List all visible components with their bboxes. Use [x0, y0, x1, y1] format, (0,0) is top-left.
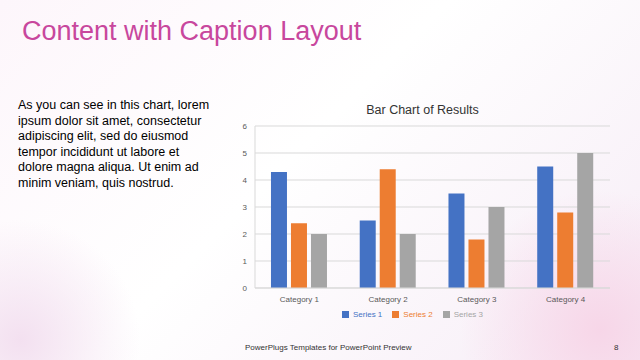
html-text:8: 8: [614, 343, 619, 352]
html-text:Content with Caption Layout: Content with Caption Layout: [22, 16, 362, 46]
svg-text:Category 2: Category 2: [369, 295, 409, 304]
svg-text:1: 1: [243, 257, 248, 266]
svg-text:3: 3: [243, 203, 248, 212]
html-text:As you can see in this chart,: As you can see in this chart, lorem ipsu…: [18, 98, 210, 190]
svg-text:Category 1: Category 1: [280, 295, 320, 304]
svg-text:Category 3: Category 3: [457, 295, 497, 304]
html-text:PowerPlugs Templates for Power: PowerPlugs Templates for PowerPoint Prev…: [245, 343, 412, 352]
html-text:Series 3: Series 3: [453, 310, 483, 319]
svg-text:4: 4: [243, 176, 248, 185]
svg-text:5: 5: [243, 149, 248, 158]
svg-text:0: 0: [243, 284, 248, 293]
svg-text:2: 2: [243, 230, 248, 239]
html-text:Series 1: Series 1: [353, 310, 383, 319]
svg-text:6: 6: [243, 122, 248, 131]
html-text:Bar Chart of Results: Bar Chart of Results: [366, 103, 479, 117]
svg-text:Category 4: Category 4: [546, 295, 586, 304]
html-text:Series 2: Series 2: [403, 310, 433, 319]
